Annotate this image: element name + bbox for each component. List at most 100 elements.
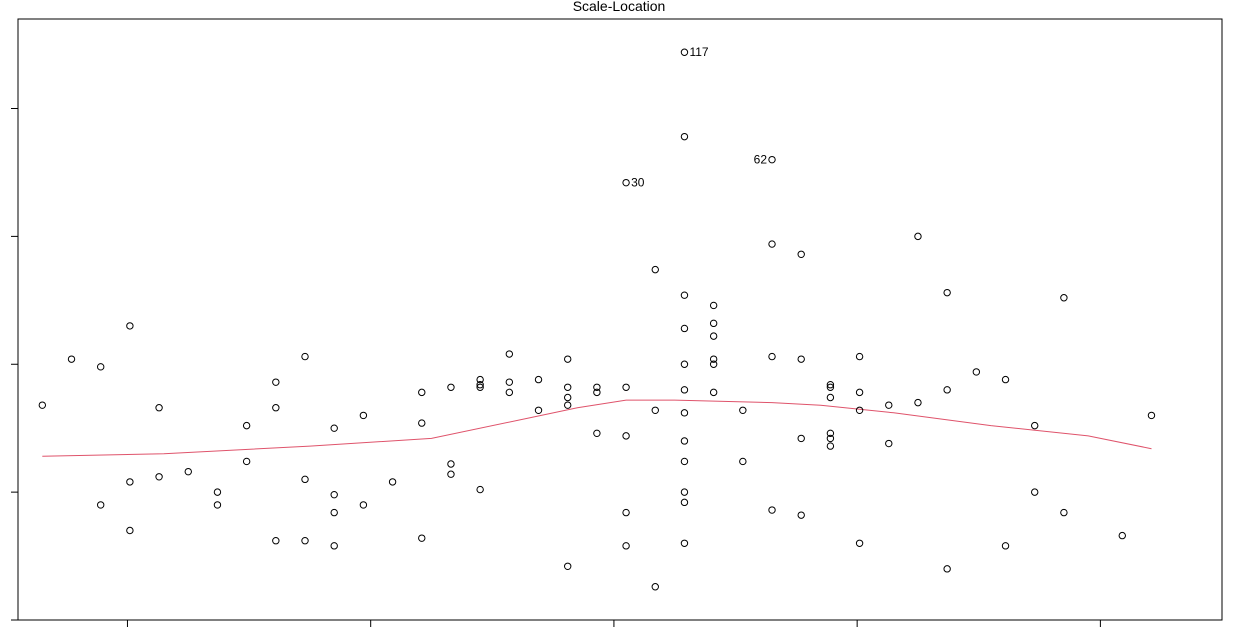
data-point (564, 562, 572, 570)
data-point (38, 401, 47, 409)
data-point (622, 432, 630, 440)
data-point (564, 401, 572, 409)
data-point (680, 324, 689, 333)
smoother-line (42, 399, 1152, 457)
data-point (709, 301, 718, 310)
data-point (826, 393, 835, 402)
data-point (622, 508, 630, 517)
data-point (797, 434, 805, 443)
point-label-117: 117 (689, 45, 708, 59)
data-point (680, 457, 689, 466)
data-point (418, 419, 426, 427)
labeled-point (680, 48, 689, 56)
data-point (330, 542, 338, 550)
data-point (709, 388, 718, 397)
data-point (301, 352, 309, 361)
data-point (622, 383, 630, 391)
data-point (680, 488, 689, 496)
data-point (96, 501, 105, 509)
data-point (826, 442, 835, 450)
data-point (155, 404, 163, 412)
data-point (476, 375, 484, 384)
data-point (359, 411, 368, 420)
data-point (1031, 421, 1039, 430)
data-point (680, 409, 689, 417)
data-point (826, 429, 835, 438)
data-point (593, 429, 601, 438)
data-point (943, 565, 951, 573)
data-point (680, 437, 689, 445)
data-point (680, 386, 689, 394)
data-point (272, 537, 280, 545)
point-label-30: 30 (631, 176, 645, 190)
data-point (680, 498, 689, 507)
data-point (855, 388, 864, 397)
data-point (972, 368, 981, 376)
chart-title: Scale-Location (573, 0, 666, 14)
data-point (797, 511, 805, 519)
data-point (622, 542, 630, 550)
data-point (709, 360, 718, 368)
data-point (651, 583, 659, 591)
plot-frame (17, 18, 1223, 621)
data-point (680, 132, 689, 141)
data-point (564, 393, 572, 402)
data-point (1060, 508, 1068, 517)
data-point (885, 401, 893, 409)
data-point (213, 488, 222, 496)
data-point (447, 460, 455, 468)
data-point (1147, 411, 1156, 420)
data-point (447, 470, 455, 478)
data-point (797, 250, 805, 258)
data-point (418, 534, 426, 542)
data-point (301, 475, 309, 484)
data-point (534, 375, 543, 384)
data-point (709, 319, 718, 328)
data-point (768, 352, 776, 361)
x-axis (126, 620, 1101, 627)
data-point (126, 322, 134, 330)
data-point (301, 537, 309, 545)
y-axis (11, 108, 18, 621)
data-point (651, 265, 659, 274)
data-point (709, 332, 718, 340)
points-layer (38, 132, 1156, 591)
data-point (797, 355, 805, 363)
data-point (593, 388, 601, 397)
data-point (593, 383, 601, 391)
data-point (943, 288, 951, 297)
data-point (564, 383, 572, 391)
data-point (476, 383, 484, 391)
data-point (359, 501, 368, 509)
data-point (155, 473, 163, 481)
data-point (330, 490, 338, 499)
data-point (184, 467, 192, 476)
data-point (943, 386, 951, 394)
labeled-point (768, 155, 776, 164)
data-point (126, 526, 134, 535)
data-point (680, 291, 689, 299)
labeled-point (622, 178, 630, 187)
data-point (680, 539, 689, 547)
data-point (242, 457, 251, 466)
data-point (505, 388, 514, 397)
point-label-62: 62 (754, 153, 768, 167)
data-point (476, 485, 484, 494)
data-point (564, 355, 572, 363)
data-point (96, 363, 105, 371)
data-point (1001, 375, 1010, 384)
data-point (768, 240, 776, 248)
data-point (1031, 488, 1039, 496)
data-point (680, 360, 689, 368)
data-point (651, 406, 659, 414)
data-point (914, 232, 922, 241)
data-point (505, 350, 514, 358)
data-point (885, 439, 893, 448)
data-point (272, 404, 280, 412)
data-point (855, 406, 864, 414)
data-point (67, 355, 76, 363)
data-point (855, 539, 864, 547)
data-point (447, 383, 455, 391)
data-point (1060, 294, 1068, 302)
